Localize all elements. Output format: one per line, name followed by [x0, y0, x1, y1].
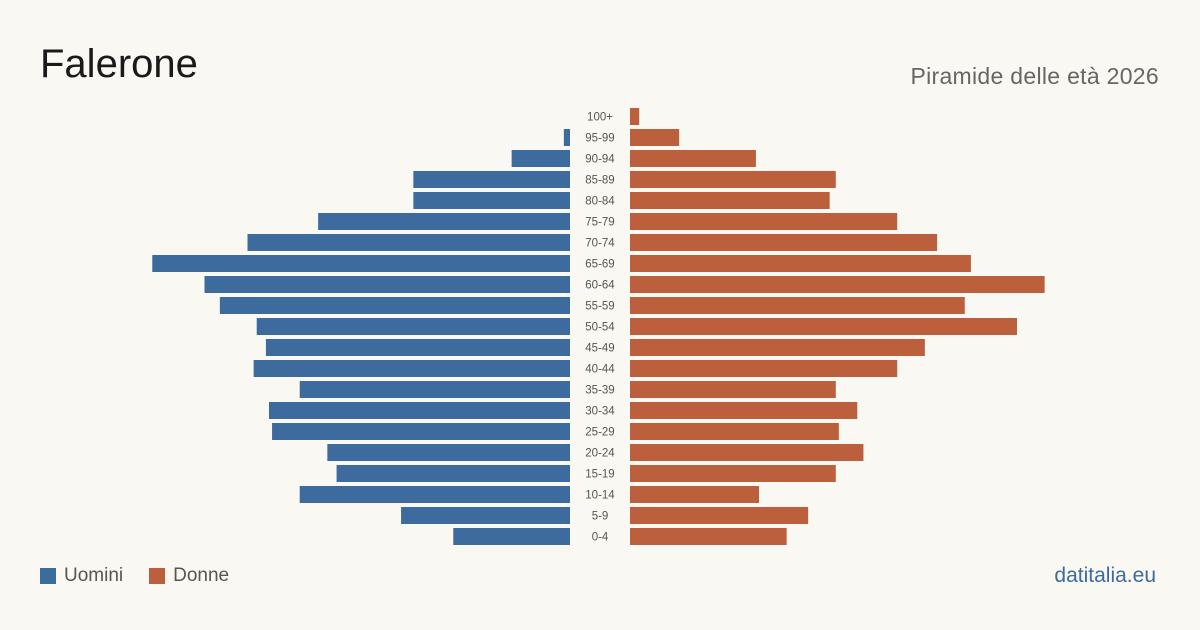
age-label-5-9: 5-9 [592, 511, 609, 523]
bar-uomini-95-99 [563, 129, 570, 146]
bar-uomini-0-4 [453, 528, 570, 545]
bar-donne-100plus [630, 108, 640, 125]
bar-uomini-25-29 [272, 423, 570, 440]
bar-uomini-5-9 [401, 507, 570, 524]
bar-uomini-80-84 [413, 192, 570, 209]
age-label-70-74: 70-74 [585, 238, 615, 250]
bar-uomini-15-19 [336, 465, 570, 482]
age-label-75-79: 75-79 [585, 217, 614, 229]
bar-uomini-40-44 [253, 360, 570, 377]
age-label-20-24: 20-24 [585, 448, 615, 460]
age-label-100plus: 100+ [587, 112, 613, 124]
age-label-95-99: 95-99 [585, 133, 614, 145]
bar-donne-50-54 [630, 318, 1017, 335]
bar-donne-25-29 [630, 423, 839, 440]
bar-uomini-10-14 [299, 486, 570, 503]
bar-uomini-30-34 [269, 402, 570, 419]
bar-uomini-85-89 [413, 171, 570, 188]
bar-donne-45-49 [630, 339, 925, 356]
bar-uomini-60-64 [204, 276, 570, 293]
bar-uomini-75-79 [318, 213, 570, 230]
page-title: Falerone [40, 42, 198, 86]
age-label-90-94: 90-94 [585, 154, 615, 166]
bar-donne-15-19 [630, 465, 836, 482]
age-label-35-39: 35-39 [585, 385, 614, 397]
source-link[interactable]: datitalia.eu [1054, 564, 1156, 587]
bar-uomini-45-49 [265, 339, 570, 356]
bar-donne-95-99 [630, 129, 680, 146]
bar-uomini-55-59 [219, 297, 570, 314]
bar-uomini-90-94 [511, 150, 570, 167]
bar-donne-35-39 [630, 381, 836, 398]
bar-donne-5-9 [630, 507, 809, 524]
age-label-45-49: 45-49 [585, 343, 614, 355]
bar-donne-0-4 [630, 528, 787, 545]
age-label-10-14: 10-14 [585, 490, 615, 502]
age-label-80-84: 80-84 [585, 196, 615, 208]
age-label-0-4: 0-4 [592, 532, 609, 544]
bar-donne-55-59 [630, 297, 965, 314]
age-label-40-44: 40-44 [585, 364, 615, 376]
bar-donne-70-74 [630, 234, 938, 251]
bar-uomini-20-24 [327, 444, 570, 461]
bar-donne-30-34 [630, 402, 858, 419]
age-label-15-19: 15-19 [585, 469, 614, 481]
bar-uomini-35-39 [299, 381, 570, 398]
legend-swatch-donne [149, 568, 166, 584]
legend-item-donne: Donne [149, 565, 229, 587]
bar-donne-80-84 [630, 192, 830, 209]
age-label-65-69: 65-69 [585, 259, 614, 271]
bar-donne-85-89 [630, 171, 836, 188]
bar-donne-90-94 [630, 150, 756, 167]
bar-uomini-50-54 [256, 318, 570, 335]
age-label-25-29: 25-29 [585, 427, 614, 439]
bar-uomini-70-74 [247, 234, 570, 251]
legend-label-uomini: Uomini [64, 565, 124, 586]
chart-subtitle: Piramide delle età 2026 [910, 63, 1159, 89]
bar-donne-40-44 [630, 360, 898, 377]
bar-donne-20-24 [630, 444, 864, 461]
age-label-60-64: 60-64 [585, 280, 615, 292]
age-label-30-34: 30-34 [585, 406, 615, 418]
bar-donne-65-69 [630, 255, 971, 272]
bar-donne-60-64 [630, 276, 1045, 293]
bar-donne-10-14 [630, 486, 759, 503]
bar-uomini-65-69 [152, 255, 571, 272]
legend-swatch-uomini [40, 568, 56, 584]
legend-item-uomini: Uomini [40, 565, 123, 587]
age-label-85-89: 85-89 [585, 175, 614, 187]
age-label-55-59: 55-59 [585, 301, 614, 313]
bar-donne-75-79 [630, 213, 898, 230]
legend-label-donne: Donne [173, 565, 230, 586]
age-label-50-54: 50-54 [585, 322, 615, 334]
legend: Uomini Donne [40, 565, 255, 587]
